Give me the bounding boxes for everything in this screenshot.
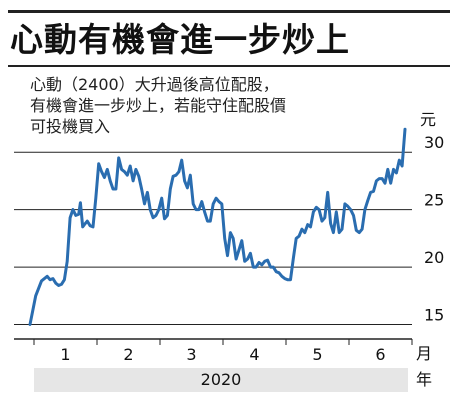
x-tick-label-6: 6: [375, 345, 385, 364]
y-tick-label-30: 30: [424, 133, 444, 152]
x-tick-label-5: 5: [312, 345, 322, 364]
description-line-1: 心動（2400）大升過後高位配股，: [30, 75, 279, 94]
y-tick-label-25: 25: [424, 191, 444, 210]
headline-underline: [8, 65, 450, 67]
x-tick-label-1: 1: [60, 345, 70, 364]
year-unit: 年: [416, 370, 433, 389]
top-rule: [8, 10, 450, 13]
chart-description: 心動（2400）大升過後高位配股， 有機會進一步炒上，若能守住配股價 可投機買入: [30, 74, 286, 137]
description-line-3: 可投機買入: [30, 117, 111, 136]
y-tick-label-15: 15: [424, 306, 444, 325]
chart-headline: 心動有機會進一步炒上: [10, 20, 350, 59]
year-label: 2020: [200, 370, 242, 389]
description-line-2: 有機會進一步炒上，若能守住配股價: [30, 96, 287, 115]
year-band: [34, 368, 408, 392]
x-tick-label-2: 2: [123, 345, 133, 364]
y-tick-label-20: 20: [424, 248, 444, 267]
x-tick-label-3: 3: [186, 345, 196, 364]
x-axis-unit: 月: [416, 344, 433, 363]
y-axis-unit: 元: [420, 110, 437, 129]
price-series-line: [28, 127, 407, 326]
x-tick-label-4: 4: [249, 345, 259, 364]
